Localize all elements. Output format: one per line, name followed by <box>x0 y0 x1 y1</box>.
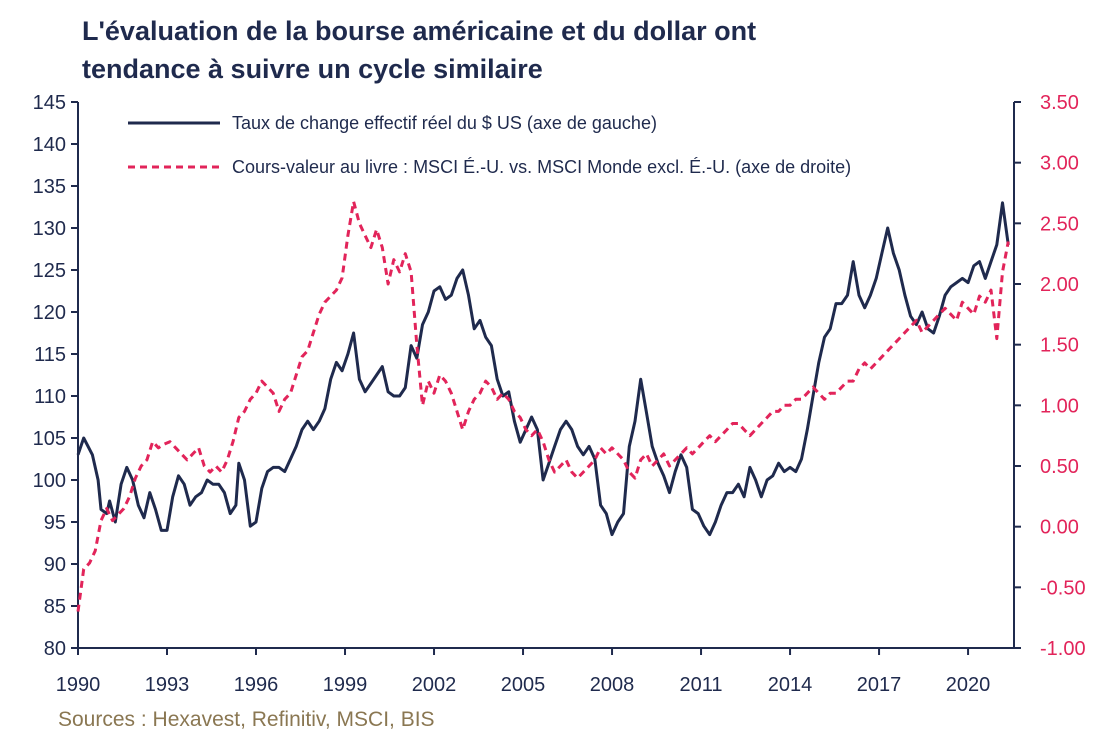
y-left-tick-label: 145 <box>33 92 66 114</box>
y-right-tick-label: 3.50 <box>1040 92 1079 114</box>
y-left-tick-label: 135 <box>33 176 66 198</box>
y-left-tick-label: 105 <box>33 428 66 450</box>
x-tick-label: 1990 <box>56 674 101 696</box>
y-left-tick-label: 85 <box>44 596 66 618</box>
y-left-tick-label: 120 <box>33 302 66 324</box>
legend-label-usd: Taux de change effectif réel du $ US (ax… <box>232 113 657 133</box>
x-tick-label: 2008 <box>590 674 635 696</box>
series-line-ratio <box>76 200 1010 612</box>
axes-group: 80 85 90 95 100 105 110 115 120 125 130 135 140 145 -1… <box>33 92 1086 696</box>
y-right-tick-label: -0.50 <box>1040 577 1086 599</box>
x-tick-label: 2020 <box>946 674 991 696</box>
series-line-usd <box>76 201 1010 537</box>
x-tick-label: 1993 <box>145 674 190 696</box>
y-left-tick-label: 95 <box>44 512 66 534</box>
x-tick-label: 2014 <box>768 674 813 696</box>
y-left-tick-label: 110 <box>34 386 66 408</box>
chart-title-line-2: tendance à suivre un cycle similaire <box>82 54 543 84</box>
y-right-tick-label: 2.50 <box>1040 213 1079 235</box>
x-tick-label: 1996 <box>234 674 279 696</box>
y-left-tick-label: 80 <box>44 638 66 660</box>
x-tick-label: 2002 <box>412 674 457 696</box>
x-tick-label: 1999 <box>323 674 368 696</box>
chart-title-line-1: L'évaluation de la bourse américaine et … <box>82 16 757 46</box>
source-note: Sources : Hexavest, Refinitiv, MSCI, BIS <box>58 708 435 731</box>
y-left-tick-label: 100 <box>33 470 66 492</box>
x-tick-label: 2017 <box>857 674 902 696</box>
y-right-tick-label: 1.50 <box>1040 335 1079 357</box>
x-tick-label: 2005 <box>501 674 546 696</box>
y-left-tick-label: 115 <box>34 344 66 366</box>
y-left-tick-label: 140 <box>33 134 66 156</box>
legend: Taux de change effectif réel du $ US (ax… <box>128 113 851 177</box>
x-tick-label: 2011 <box>680 674 723 696</box>
legend-label-ratio: Cours-valeur au livre : MSCI É.-U. vs. M… <box>232 157 851 177</box>
y-right-tick-label: 2.00 <box>1040 274 1079 296</box>
y-left-tick-label: 125 <box>33 260 66 282</box>
chart-title: L'évaluation de la bourse américaine et … <box>82 12 1082 88</box>
y-right-tick-label: 0.50 <box>1040 456 1079 478</box>
y-right-tick-label: 1.00 <box>1040 395 1079 417</box>
y-left-tick-label: 130 <box>33 218 66 240</box>
y-right-tick-label: -1.00 <box>1040 638 1086 660</box>
series-group <box>76 200 1010 612</box>
y-right-tick-label: 3.00 <box>1040 153 1079 175</box>
y-right-tick-label: 0.00 <box>1040 517 1079 539</box>
y-left-tick-label: 90 <box>44 554 66 576</box>
